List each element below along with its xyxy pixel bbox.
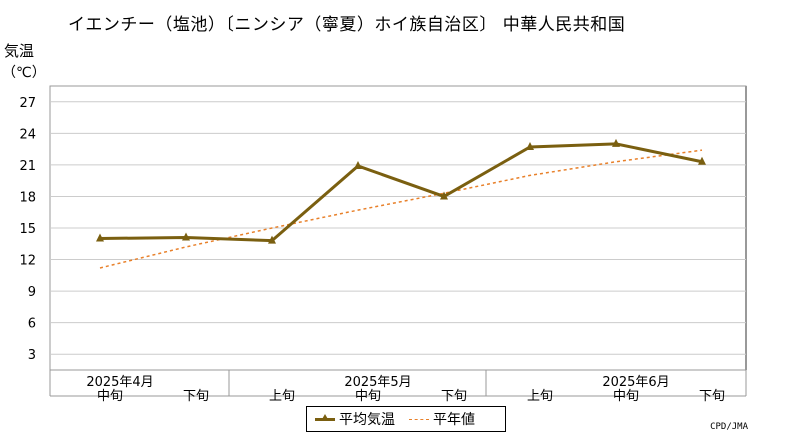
y-tick-label: 27 [19, 96, 36, 111]
chart-title: イエンチー（塩池）〔ニンシア（寧夏）ホイ族自治区〕 中華人民共和国 [68, 15, 626, 35]
y-axis-label: 気温 [4, 42, 35, 60]
legend-swatch-normal [409, 418, 429, 420]
y-tick-label: 6 [28, 317, 36, 332]
data-point-observed [354, 160, 362, 169]
y-tick-label: 21 [19, 159, 36, 174]
x-tick-label: 上旬 [269, 389, 295, 404]
y-tick-label: 9 [28, 285, 36, 300]
x-tick-label: 下旬 [441, 389, 467, 404]
legend-swatch-observed [315, 413, 335, 421]
y-tick-label: 15 [19, 222, 36, 237]
x-tick-label: 上旬 [527, 389, 553, 404]
legend-label-observed: 平均気温 [339, 412, 395, 428]
data-point-observed [440, 191, 448, 200]
y-axis-unit: （℃） [2, 65, 46, 81]
x-month-label: 2025年6月 [602, 375, 669, 390]
data-point-observed [526, 142, 534, 151]
y-tick-label: 12 [19, 254, 36, 269]
x-month-label: 2025年4月 [86, 375, 153, 390]
legend-label-normal: 平年値 [433, 412, 475, 428]
legend-item-observed: 平均気温 [315, 409, 395, 429]
data-point-observed [268, 235, 276, 244]
legend-item-normal: 平年値 [409, 409, 475, 429]
y-tick-label: 24 [19, 127, 36, 142]
credit-text: CPD/JMA [710, 422, 748, 432]
x-tick-label: 下旬 [699, 389, 725, 404]
x-tick-label: 中旬 [97, 389, 123, 404]
series-line-observed [99, 142, 703, 243]
legend: 平均気温 平年値 [306, 406, 506, 432]
x-tick-label: 下旬 [183, 389, 209, 404]
data-point-observed [96, 233, 104, 242]
x-month-label: 2025年5月 [344, 375, 411, 390]
series-line-normal [99, 149, 703, 269]
data-point-observed [698, 156, 706, 165]
data-point-observed [182, 232, 190, 241]
y-tick-label: 3 [28, 348, 36, 363]
y-tick-label: 18 [19, 190, 36, 205]
x-tick-label: 中旬 [613, 389, 639, 404]
x-tick-label: 中旬 [355, 389, 381, 404]
data-point-observed [612, 138, 620, 147]
